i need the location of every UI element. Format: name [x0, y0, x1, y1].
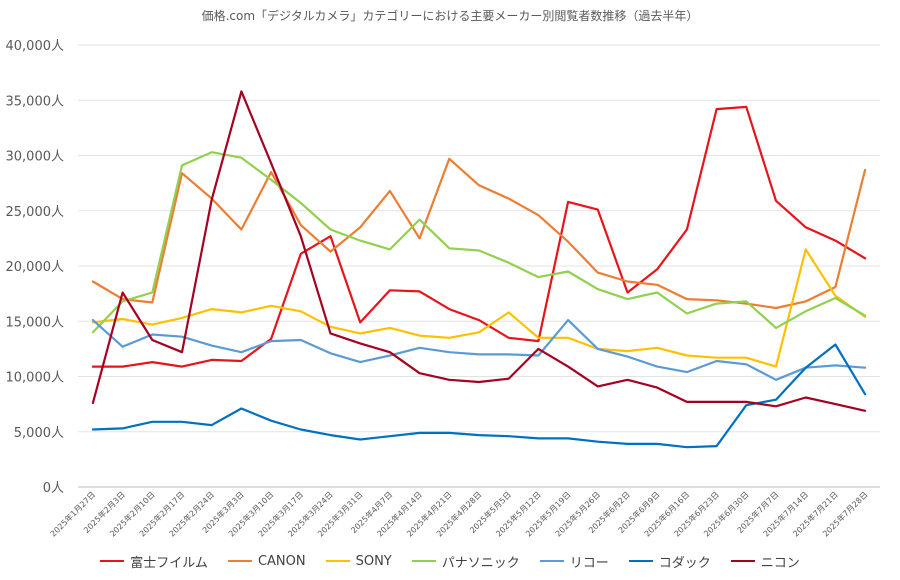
y-axis-tick-labels: 0人 5,000人 10,000人 15,000人 20,000人 25,000人 30,0…: [6, 39, 65, 496]
series-line: [91, 343, 867, 449]
y-tick-label: 10,000人: [6, 371, 65, 386]
legend-item: 富士フイルム: [100, 552, 208, 571]
legend-item: SONY: [325, 553, 392, 569]
legend-label: パナソニック: [441, 555, 520, 571]
legend-swatch: [411, 560, 436, 562]
series-line: [91, 151, 867, 334]
y-tick-label: 15,000人: [6, 315, 65, 330]
series-line: [91, 248, 867, 368]
legend-item: パナソニック: [411, 552, 520, 571]
legend-label: CANON: [257, 553, 306, 569]
legend-label: コダック: [658, 555, 711, 571]
series-line: [91, 105, 867, 368]
legend-item: リコー: [539, 552, 609, 571]
legend-swatch: [539, 560, 564, 562]
y-tick-label: 30,000人: [6, 150, 65, 165]
y-tick-label: 25,000人: [6, 205, 65, 220]
legend-swatch: [325, 560, 350, 562]
legend-label: リコー: [569, 555, 609, 571]
y-tick-label: 5,000人: [14, 426, 64, 441]
y-tick-label: 35,000人: [6, 94, 65, 109]
y-tick-label: 0人: [43, 481, 64, 496]
legend-item: CANON: [227, 553, 306, 569]
legend-label: ニコン: [760, 555, 800, 571]
legend-item: コダック: [628, 552, 711, 571]
y-tick-label: 40,000人: [6, 39, 65, 54]
series-lines: [91, 90, 867, 449]
legend-swatch: [628, 560, 653, 562]
chart-title: 価格.com「デジタルカメラ」カテゴリーにおける主要メーカー別閲覧者数推移（過去…: [202, 8, 699, 23]
legend-swatch: [730, 560, 755, 562]
y-tick-label: 20,000人: [6, 260, 65, 275]
chart-legend: 富士フイルム CANON SONY パナソニック リコー コダック ニコン: [0, 550, 900, 572]
series-line: [91, 90, 867, 412]
legend-label: SONY: [355, 553, 392, 569]
series-line: [91, 157, 867, 310]
legend-label: 富士フイルム: [130, 555, 208, 571]
x-axis-tick-labels: 2025年1月27日2025年2月3日2025年2月10日2025年2月17日2…: [48, 489, 870, 538]
series-line: [91, 319, 867, 381]
legend-item: ニコン: [730, 552, 800, 571]
legend-swatch: [100, 560, 125, 562]
gridlines: [78, 44, 880, 488]
legend-swatch: [227, 560, 252, 562]
